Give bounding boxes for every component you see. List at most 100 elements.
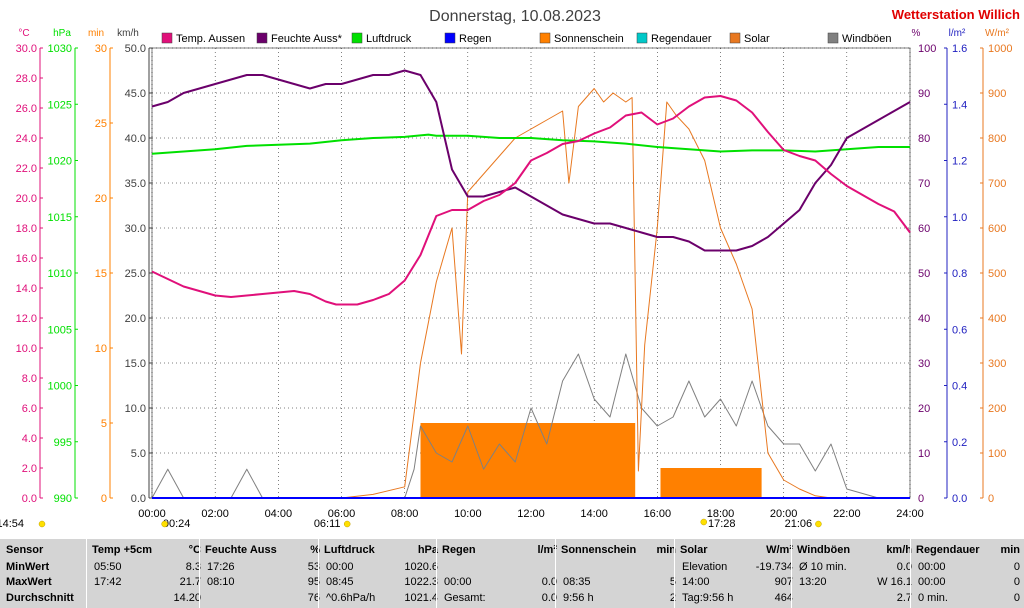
x-tick-label: 08:00 <box>391 508 419 520</box>
temp-tick-label: 12.0 <box>16 313 37 325</box>
stats-cell-value: W 16.1 <box>877 576 912 588</box>
stats-cell-value: 8.3 <box>185 561 201 573</box>
press-tick-label: 1000 <box>48 381 72 393</box>
kmh-tick-label: 35.0 <box>125 178 146 190</box>
temp-axis-unit: °C <box>18 28 29 39</box>
stats-cell-time: 08:45 <box>326 576 354 588</box>
temp-tick-label: 20.0 <box>16 193 37 205</box>
rain-tick-label: 1.6 <box>952 43 967 55</box>
stats-row-label: MinWert <box>6 561 50 573</box>
pct-tick-label: 10 <box>918 448 930 460</box>
stats-separator <box>199 539 200 608</box>
stats-separator <box>674 539 675 608</box>
weather-chart: Donnerstag, 10.08.2023 Wetterstation Wil… <box>0 7 1020 530</box>
x-tick-label: 16:00 <box>644 508 672 520</box>
temperature-series-line <box>151 95 911 306</box>
min-tick-label: 15 <box>95 268 107 280</box>
rain-tick-label: 0.0 <box>952 493 967 505</box>
pct-tick-label: 20 <box>918 403 930 415</box>
stats-cell-time: 13:20 <box>799 576 827 588</box>
moonrise-marker: 00:24 <box>163 518 191 530</box>
stats-cell-value: 464 <box>774 592 793 604</box>
stats-column-title: Feuchte Auss <box>205 544 277 556</box>
rain-tick-label: 0.4 <box>952 381 967 393</box>
temp-tick-label: 28.0 <box>16 73 37 85</box>
stats-row-label: Durchschnitt <box>6 592 74 604</box>
station-name: Wetterstation Willich <box>892 7 1020 22</box>
legend-swatch <box>444 32 456 44</box>
legend: Temp. Aussen Feuchte Auss* Luftdruck Regen S… <box>161 32 892 45</box>
stats-column-title: Solar <box>680 544 708 556</box>
pct-tick-label: 90 <box>918 88 930 100</box>
stats-cell-value: 2.7 <box>896 592 912 604</box>
moonset-marker: 17:28 <box>708 518 736 530</box>
stats-cell-time: 17:42 <box>94 576 122 588</box>
stats-cell-value: 0 <box>1013 561 1020 573</box>
x-tick-label: 14:00 <box>580 508 608 520</box>
pct-tick-label: 40 <box>918 313 930 325</box>
solar-tick-label: 600 <box>988 223 1006 235</box>
stats-cell-time: Ø 10 min. <box>799 561 847 573</box>
kmh-tick-label: 30.0 <box>125 223 146 235</box>
kmh-tick-label: 10.0 <box>125 403 146 415</box>
stats-cell-time: Gesamt: <box>444 592 486 604</box>
stats-cell-value: 0.0 <box>541 592 557 604</box>
rain-tick-label: 1.2 <box>952 156 967 168</box>
plot-area <box>151 69 911 499</box>
press-tick-label: 1005 <box>48 324 72 336</box>
stats-separator <box>86 539 87 608</box>
legend-label: Regendauer <box>651 33 712 45</box>
legend-label: Regen <box>459 33 491 45</box>
now-marker: 14:54 <box>0 518 24 530</box>
legend-label: Feuchte Auss* <box>271 33 343 45</box>
stats-cell-value: 2 <box>669 592 676 604</box>
stats-cell-value: 21.7 <box>179 576 201 588</box>
stats-cell-time: Elevation <box>682 561 728 573</box>
stats-column-unit: km/h <box>886 544 912 556</box>
rain-tick-label: 1.4 <box>952 99 967 111</box>
solar-tick-label: 800 <box>988 133 1006 145</box>
x-tick-label: 24:00 <box>896 508 924 520</box>
legend-label: Sonnenschein <box>554 33 624 45</box>
stats-separator <box>436 539 437 608</box>
chart-title: Donnerstag, 10.08.2023 <box>429 8 601 25</box>
stats-cell-time: 14:00 <box>682 576 710 588</box>
stats-cell-value: 1022.3 <box>404 576 438 588</box>
x-tick-label: 12:00 <box>517 508 545 520</box>
rain-tick-label: 0.2 <box>952 437 967 449</box>
min-tick-label: 5 <box>101 418 107 430</box>
stats-cell-value: 0.0 <box>896 561 912 573</box>
stats-column-unit: l/m² <box>537 544 557 556</box>
stats-cell-value: 5 <box>669 576 676 588</box>
stats-cell-time: ^0.6hPa/h <box>326 592 376 604</box>
stats-row-label: MaxWert <box>6 576 52 588</box>
stats-cell-value: 53 <box>307 561 320 573</box>
x-tick-label: 06:00 <box>328 508 356 520</box>
pct-tick-label: 0 <box>918 493 924 505</box>
kmh-tick-label: 25.0 <box>125 268 146 280</box>
solar-tick-label: 700 <box>988 178 1006 190</box>
stats-cell-time: 00:00 <box>444 576 472 588</box>
pct-tick-label: 50 <box>918 268 930 280</box>
legend-swatch <box>729 32 741 44</box>
sun-moon-icon <box>815 520 822 528</box>
x-tick-label: 00:00 <box>138 508 166 520</box>
sunset-marker: 21:06 <box>785 518 813 530</box>
kmh-tick-label: 50.0 <box>125 43 146 55</box>
sunshine-area <box>152 423 910 498</box>
kmh-tick-label: 15.0 <box>125 358 146 370</box>
temp-tick-label: 4.0 <box>22 433 37 445</box>
temp-tick-label: 10.0 <box>16 343 37 355</box>
stats-separator <box>555 539 556 608</box>
rain-axis-unit: l/m² <box>949 28 966 39</box>
stats-column-unit: °C <box>188 544 201 556</box>
legend-swatch <box>161 32 173 44</box>
stats-cell-time: 08:35 <box>563 576 591 588</box>
legend-swatch <box>827 32 839 44</box>
solar-tick-label: 0 <box>988 493 994 505</box>
stats-cell-time: 08:10 <box>207 576 235 588</box>
legend-swatch <box>539 32 551 44</box>
stats-column-unit: hPa <box>417 544 438 556</box>
solar-tick-label: 300 <box>988 358 1006 370</box>
pct-tick-label: 80 <box>918 133 930 145</box>
